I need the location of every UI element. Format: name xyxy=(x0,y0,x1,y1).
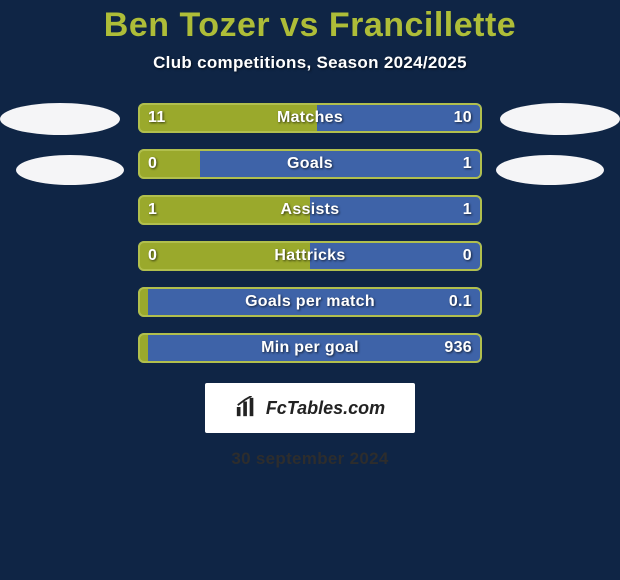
stat-label: Goals xyxy=(287,155,333,173)
stat-label: Min per goal xyxy=(261,339,359,357)
stat-value-right: 1 xyxy=(463,201,472,219)
stat-row: Goals per match 0.1 xyxy=(138,287,482,317)
footer-date: 30 september 2024 xyxy=(0,449,620,469)
watermark: FcTables.com xyxy=(205,383,415,433)
stat-row: Min per goal 936 xyxy=(138,333,482,363)
stat-value-right: 0.1 xyxy=(449,293,472,311)
stat-value-right: 1 xyxy=(463,155,472,173)
stat-value-left: 11 xyxy=(148,109,166,127)
avatar-placeholder-right-bottom xyxy=(496,155,604,185)
stat-value-right: 0 xyxy=(463,247,472,265)
comparison-bars: 11Matches100Goals11Assists10Hattricks0Go… xyxy=(138,103,482,363)
stat-row: 0 Hattricks 0 xyxy=(138,241,482,271)
stat-row: 1 Assists 1 xyxy=(138,195,482,225)
stat-label: Hattricks xyxy=(274,247,345,265)
stat-fill-left xyxy=(138,287,148,317)
stats-area: 11Matches100Goals11Assists10Hattricks0Go… xyxy=(0,103,620,363)
subtitle: Club competitions, Season 2024/2025 xyxy=(0,53,620,73)
stat-value-left: 0 xyxy=(148,155,157,173)
stat-value-right: 10 xyxy=(454,109,472,127)
stat-label: Matches xyxy=(277,109,343,127)
stat-row: 0 Goals 1 xyxy=(138,149,482,179)
avatar-placeholder-left-bottom xyxy=(16,155,124,185)
stat-label: Assists xyxy=(280,201,339,219)
avatar-placeholder-right-top xyxy=(500,103,620,135)
bar-chart-icon xyxy=(235,398,266,418)
stat-value-left: 0 xyxy=(148,247,157,265)
page-title: Ben Tozer vs Francillette xyxy=(0,0,620,45)
stat-value-right: 936 xyxy=(444,339,472,357)
stat-value-left: 1 xyxy=(148,201,157,219)
stat-fill-left xyxy=(138,333,148,363)
watermark-text: FcTables.com xyxy=(266,398,385,418)
stat-fill-right xyxy=(200,149,482,179)
stat-label: Goals per match xyxy=(245,293,375,311)
stat-row: 11 Matches 10 xyxy=(138,103,482,133)
avatar-placeholder-left-top xyxy=(0,103,120,135)
